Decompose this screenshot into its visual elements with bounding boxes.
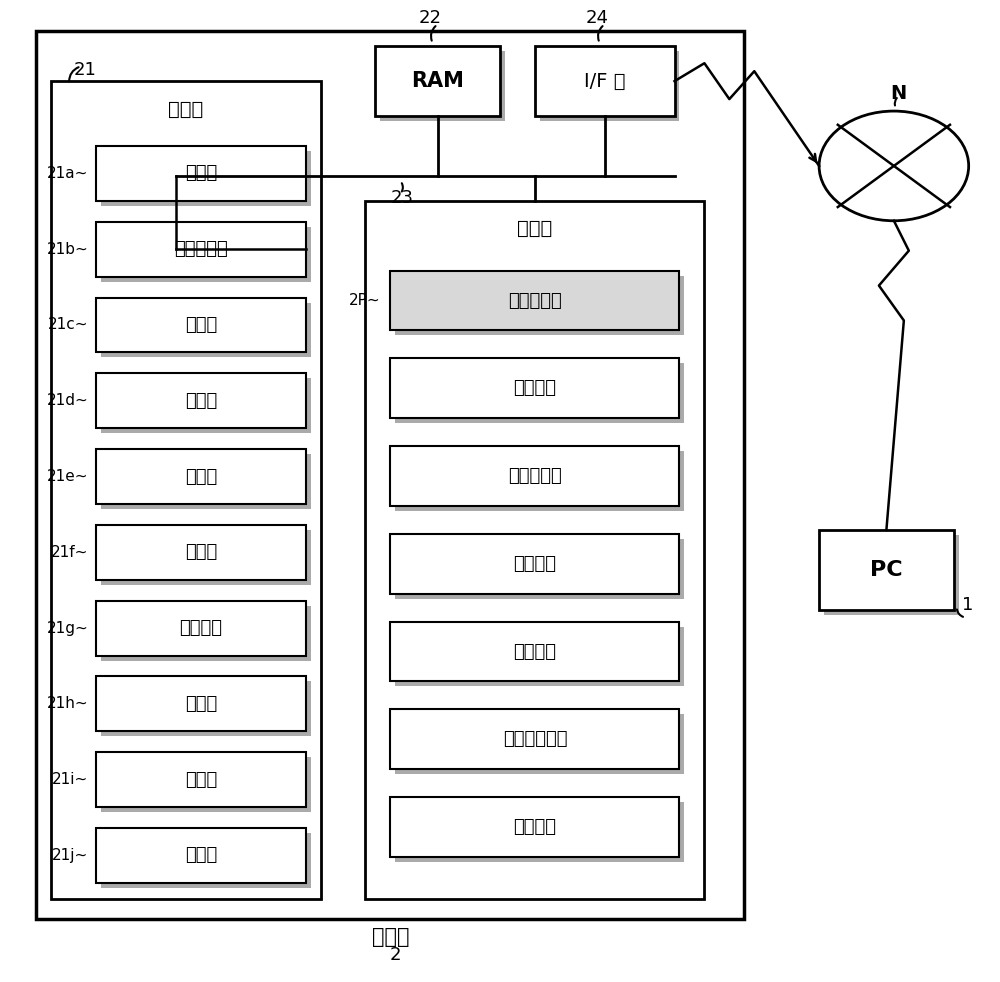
Text: 服务器: 服务器 (372, 927, 409, 947)
Text: 生成部: 生成部 (185, 846, 217, 864)
Bar (96, 752, 306, 807)
Bar (36, 31, 744, 919)
Bar (819, 530, 954, 610)
Bar (101, 757, 311, 812)
Text: 患者数据: 患者数据 (513, 379, 556, 398)
Bar (96, 525, 306, 579)
Bar (390, 446, 679, 506)
Text: 存储控制部: 存储控制部 (174, 241, 228, 258)
Bar (390, 622, 679, 682)
Bar (101, 227, 311, 282)
Bar (101, 530, 311, 584)
Text: 问题数据: 问题数据 (513, 555, 556, 573)
Text: 21b~: 21b~ (46, 242, 88, 256)
Bar (101, 682, 311, 736)
Text: 21i~: 21i~ (52, 772, 88, 788)
Bar (96, 222, 306, 277)
Text: 分类部: 分类部 (185, 316, 217, 334)
Bar (96, 146, 306, 201)
Bar (101, 378, 311, 433)
Text: 计算部: 计算部 (185, 695, 217, 713)
Text: 确定部: 确定部 (185, 543, 217, 562)
Text: 存储部: 存储部 (517, 219, 553, 239)
Text: 24: 24 (585, 10, 608, 27)
Text: 控制部: 控制部 (168, 99, 204, 119)
Text: RAM: RAM (411, 71, 464, 91)
Bar (375, 46, 500, 116)
Text: N: N (891, 83, 907, 103)
Text: 通信部: 通信部 (185, 164, 217, 183)
Text: 1: 1 (962, 596, 973, 614)
Text: 21: 21 (73, 61, 96, 80)
Text: 21c~: 21c~ (48, 317, 88, 333)
Bar (540, 51, 679, 121)
Bar (51, 82, 321, 899)
Bar (395, 802, 684, 862)
Text: 计算机程序: 计算机程序 (508, 292, 562, 309)
Text: 检索部: 检索部 (185, 392, 217, 409)
Bar (395, 363, 684, 423)
Bar (390, 797, 679, 857)
Text: 21g~: 21g~ (46, 621, 88, 635)
Text: 提取部: 提取部 (185, 771, 217, 789)
Text: 21d~: 21d~ (46, 393, 88, 409)
Bar (395, 451, 684, 511)
Bar (380, 51, 505, 121)
Bar (101, 606, 311, 661)
Text: 21a~: 21a~ (47, 166, 88, 181)
Text: 回答者数据: 回答者数据 (508, 467, 562, 485)
Text: PC: PC (870, 560, 903, 579)
Bar (96, 373, 306, 428)
Text: 回答数据: 回答数据 (513, 642, 556, 661)
Text: 应对策略数据: 应对策略数据 (503, 731, 567, 748)
Bar (824, 535, 959, 615)
Text: I/F 部: I/F 部 (584, 72, 625, 90)
Bar (365, 201, 704, 899)
Text: 2P~: 2P~ (349, 293, 380, 308)
Bar (535, 46, 675, 116)
Bar (390, 709, 679, 769)
Text: 23: 23 (390, 189, 413, 207)
Bar (101, 302, 311, 357)
Text: 21j~: 21j~ (52, 848, 88, 863)
Text: 21e~: 21e~ (47, 469, 88, 484)
Text: 判定部: 判定部 (185, 467, 217, 485)
Bar (390, 358, 679, 418)
Text: 2: 2 (390, 946, 401, 963)
Bar (101, 833, 311, 888)
Bar (390, 534, 679, 594)
Bar (395, 276, 684, 336)
Bar (96, 601, 306, 656)
Bar (96, 298, 306, 353)
Bar (101, 454, 311, 509)
Text: 21h~: 21h~ (47, 696, 88, 711)
Bar (101, 151, 311, 206)
Text: 21f~: 21f~ (51, 545, 88, 560)
Text: 数值化部: 数值化部 (179, 619, 222, 637)
Bar (96, 449, 306, 504)
Bar (395, 627, 684, 686)
Bar (96, 828, 306, 883)
Text: 22: 22 (418, 10, 441, 27)
Bar (96, 677, 306, 732)
Bar (395, 539, 684, 599)
Bar (395, 714, 684, 774)
Text: 阈值数据: 阈值数据 (513, 818, 556, 836)
Bar (390, 271, 679, 331)
